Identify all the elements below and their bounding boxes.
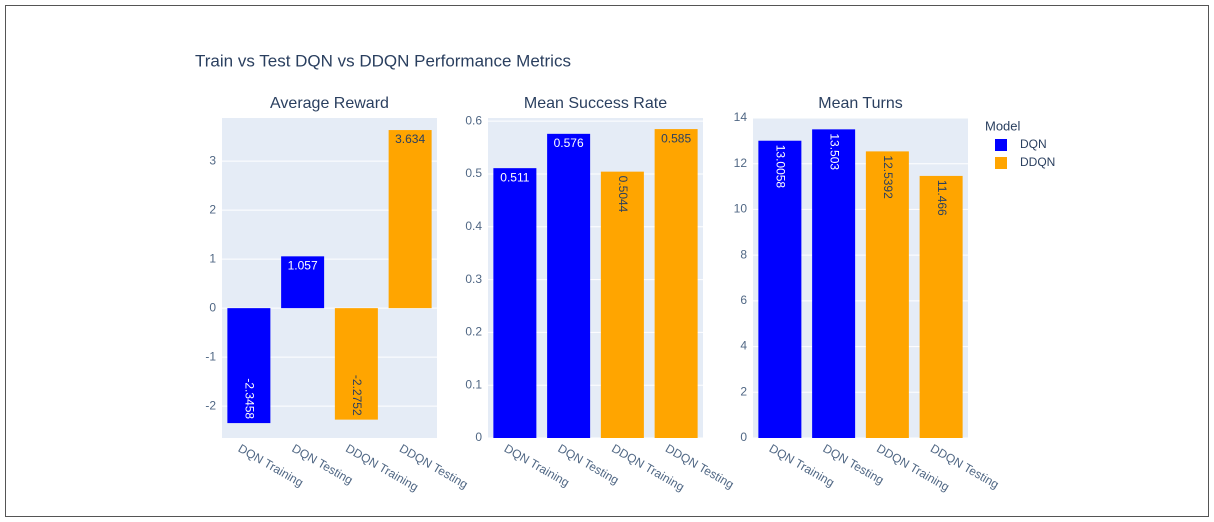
y-tick-label: 0.3 — [465, 272, 482, 286]
y-tick-label: -2 — [205, 398, 216, 412]
bar-label: 0.576 — [554, 136, 584, 150]
bar — [758, 140, 802, 438]
bar-label: 12.5392 — [881, 155, 895, 199]
y-tick-label: 8 — [740, 247, 747, 261]
y-tick-label: 14 — [734, 110, 748, 124]
y-tick-label: 0.4 — [465, 219, 482, 233]
y-tick-label: 0.5 — [465, 166, 482, 180]
bar — [812, 129, 856, 439]
bar-label: 0.511 — [500, 170, 529, 184]
chart-title: Train vs Test DQN vs DDQN Performance Me… — [195, 51, 571, 70]
y-tick-label: 4 — [740, 339, 747, 353]
bar — [865, 151, 909, 438]
bar — [493, 168, 537, 438]
legend-swatch — [995, 157, 1007, 169]
y-tick-label: 0 — [475, 430, 482, 444]
y-tick-label: 0.6 — [465, 113, 482, 127]
bar-label: 3.634 — [395, 132, 425, 146]
bar — [654, 129, 698, 438]
subplot-title: Mean Success Rate — [524, 95, 667, 112]
y-tick-label: 0 — [740, 430, 747, 444]
bar — [600, 171, 644, 439]
legend-label: DQN — [1020, 137, 1047, 151]
y-tick-label: 0.1 — [465, 377, 482, 391]
bar-label: -2.2752 — [350, 375, 364, 416]
y-tick-label: -1 — [205, 349, 216, 363]
bar — [227, 308, 271, 424]
subplot-title: Average Reward — [270, 95, 389, 112]
bar — [919, 175, 963, 439]
bar-label: -2.3458 — [243, 378, 257, 419]
bar — [388, 130, 432, 309]
y-tick-label: 2 — [740, 384, 747, 398]
bar-label: 11.466 — [935, 180, 949, 216]
bar-label: 0.585 — [661, 131, 691, 145]
bar — [281, 256, 325, 309]
bar-label: 13.0058 — [774, 145, 788, 189]
y-tick-label: 6 — [740, 293, 747, 307]
bar-label: 0.5044 — [616, 176, 630, 213]
legend-swatch — [995, 139, 1007, 151]
y-tick-label: 0.2 — [465, 325, 482, 339]
y-tick-label: 3 — [209, 153, 216, 167]
y-tick-label: 12 — [734, 156, 748, 170]
subplot-title: Mean Turns — [818, 95, 902, 112]
bar-label: 1.057 — [288, 259, 318, 273]
bar-label: 13.503 — [827, 133, 841, 170]
y-tick-label: 0 — [209, 300, 216, 314]
y-tick-label: 1 — [209, 251, 216, 265]
bar — [334, 308, 378, 420]
bar — [547, 133, 591, 438]
y-tick-label: 10 — [734, 202, 748, 216]
legend-label: DDQN — [1020, 155, 1055, 169]
legend-title: Model — [985, 118, 1021, 133]
y-tick-label: 2 — [209, 202, 216, 216]
frame — [5, 5, 1209, 517]
